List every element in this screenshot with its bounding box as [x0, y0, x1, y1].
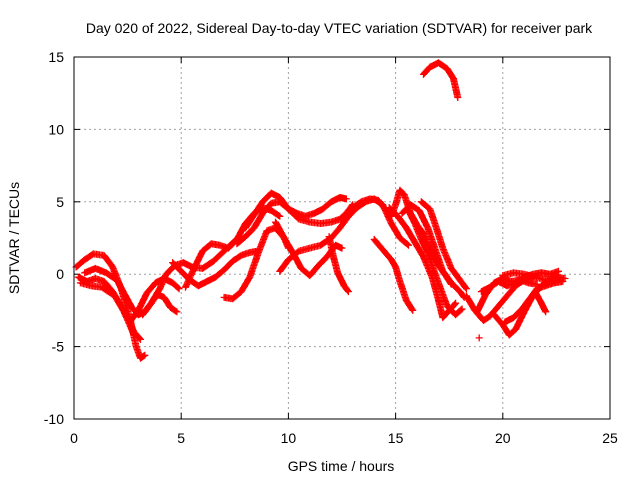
plot-frame: [73, 56, 611, 420]
series-markers: [325, 233, 352, 296]
series-markers: [398, 201, 468, 301]
series-pass-11: [242, 189, 350, 232]
series-pass-17: [385, 204, 460, 322]
y-tick-label: -10: [44, 411, 64, 427]
x-axis-label: GPS time / hours: [288, 458, 395, 474]
plot-area: [72, 59, 569, 362]
series-pass-14: [325, 233, 352, 296]
y-tick-label: 10: [48, 121, 64, 137]
series-markers: [417, 198, 470, 293]
x-tick-label: 10: [281, 430, 297, 446]
x-tick-label: 0: [70, 430, 78, 446]
y-tick-label: 0: [56, 266, 64, 282]
series-markers: [499, 269, 569, 284]
y-tick-label: -5: [52, 339, 65, 355]
series-markers: [370, 235, 417, 314]
series-pass-16: [370, 235, 417, 314]
series-markers: [475, 334, 483, 342]
series-pass-27: [499, 269, 569, 284]
series-pass-28: [531, 288, 550, 316]
x-tick-label: 15: [388, 430, 404, 446]
x-tick-label: 20: [495, 430, 511, 446]
series-markers: [242, 189, 350, 232]
series-markers: [405, 207, 466, 319]
series-markers: [420, 59, 462, 101]
y-tick-label: 15: [48, 49, 64, 65]
x-tick-label: 25: [602, 430, 618, 446]
series-dot-a: [475, 334, 483, 342]
series-pass-21: [420, 59, 462, 101]
series-pass-3: [76, 279, 138, 339]
x-tick-label: 5: [177, 430, 185, 446]
y-tick-label: 5: [56, 194, 64, 210]
y-axis-label: SDTVAR / TECUs: [6, 182, 22, 294]
series-pass-20: [405, 207, 466, 319]
series-markers: [531, 288, 550, 316]
chart-title: Day 020 of 2022, Sidereal Day-to-day VTE…: [86, 20, 593, 36]
series-markers: [76, 279, 138, 339]
series-markers: [385, 204, 460, 322]
series-pass-18: [398, 201, 468, 301]
series-pass-19: [417, 198, 470, 293]
